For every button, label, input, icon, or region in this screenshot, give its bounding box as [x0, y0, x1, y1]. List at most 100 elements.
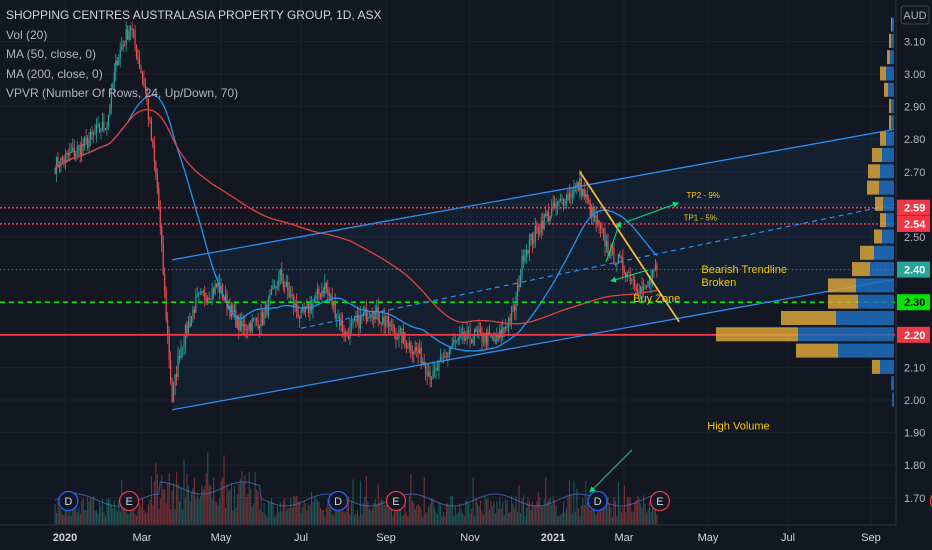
volume-bar: [63, 515, 65, 525]
candle-body: [605, 240, 608, 247]
volume-bar: [474, 516, 476, 525]
volume-bar: [267, 501, 270, 525]
candle-body: [306, 303, 308, 307]
volume-bar: [263, 503, 265, 525]
indicator-vpvr[interactable]: VPVR (Number Of Rows, 24, Up/Down, 70): [6, 86, 239, 100]
candle-body: [567, 194, 569, 200]
candle-body: [438, 361, 440, 371]
candle-body: [300, 310, 302, 319]
volume-bar: [272, 502, 274, 525]
volume-bar: [555, 505, 557, 525]
volume-bar: [67, 515, 69, 525]
volume-bar: [429, 503, 431, 525]
volume-bar: [643, 495, 645, 525]
candle-body: [232, 304, 234, 312]
volume-bar: [216, 501, 218, 525]
volume-bar: [497, 508, 499, 525]
volume-bar: [290, 497, 292, 525]
volume-bar: [539, 497, 541, 525]
candle-body: [245, 330, 247, 331]
candle-body: [101, 121, 104, 132]
candle-body: [149, 119, 151, 121]
volume-bar: [259, 510, 261, 525]
volume-bar: [251, 506, 253, 525]
candle-body: [601, 228, 603, 230]
candle-body: [339, 316, 341, 326]
candle-body: [506, 326, 508, 328]
y-tick-label-3: 2.80: [904, 134, 925, 146]
volume-bar: [73, 497, 75, 525]
volume-bar: [70, 516, 72, 525]
y-tick-label-0: 3.10: [904, 36, 925, 48]
volume-bar: [342, 510, 344, 525]
event-marker-label-2: D: [334, 496, 342, 508]
candle-body: [552, 202, 554, 209]
volume-bar: [503, 514, 505, 525]
volume-bar: [531, 500, 533, 525]
volume-bar: [491, 505, 493, 525]
volume-bar: [533, 505, 535, 525]
volume-bar: [199, 495, 201, 525]
volume-bar: [490, 500, 492, 525]
candle-body: [622, 257, 624, 270]
annotation-text-3: Broken: [701, 277, 736, 289]
vpvr-down-bar: [868, 164, 880, 179]
candle-body: [629, 272, 631, 282]
candle-body: [611, 245, 614, 248]
candle-body: [84, 137, 86, 147]
volume-bar: [365, 476, 367, 525]
indicator-volume[interactable]: Vol (20): [6, 27, 48, 42]
candle-body: [60, 157, 62, 167]
candle-body: [316, 288, 319, 294]
volume-bar: [545, 476, 547, 525]
volume-bar: [262, 512, 264, 525]
candle-body: [490, 334, 492, 338]
candle-body: [411, 351, 413, 354]
candle-body: [193, 309, 195, 313]
volume-bar: [610, 506, 612, 525]
event-marker-label-5: E: [656, 496, 663, 508]
volume-bar: [69, 498, 71, 525]
candle-body: [78, 145, 80, 147]
volume-bar: [646, 512, 648, 525]
volume-bar: [487, 498, 489, 525]
volume-bar: [542, 505, 544, 525]
candle-body: [534, 225, 536, 241]
candle-body: [571, 195, 573, 197]
candle-body: [521, 255, 523, 275]
candle-body: [233, 310, 235, 312]
volume-bar: [557, 516, 559, 525]
volume-bar: [113, 500, 115, 525]
candle-body: [647, 281, 649, 288]
indicator-ma200[interactable]: MA (200, close, 0): [6, 66, 103, 81]
volume-bar: [356, 509, 359, 525]
candle-body: [484, 332, 486, 342]
volume-bar: [107, 498, 109, 525]
vpvr-up-bar: [891, 33, 894, 48]
candle-body: [201, 291, 203, 293]
vpvr-up-bar: [891, 115, 894, 130]
candle-body: [509, 318, 511, 322]
volume-bar: [205, 473, 207, 525]
y-tick-label-12: 1.90: [904, 428, 925, 440]
volume-bar: [230, 482, 233, 525]
candle-body: [273, 285, 276, 287]
volume-bar: [101, 498, 104, 525]
volume-bar: [343, 512, 345, 525]
volume-bar: [591, 506, 593, 525]
volume-bar: [436, 514, 439, 525]
candle-body: [121, 46, 123, 50]
candle-body: [379, 320, 381, 324]
volume-bar: [408, 495, 410, 525]
candle-body: [336, 317, 338, 319]
candle-body: [112, 84, 114, 88]
volume-bar: [331, 514, 333, 525]
candle-body: [137, 56, 139, 60]
indicator-ma50[interactable]: MA (50, close, 0): [6, 47, 97, 61]
volume-bar: [227, 491, 230, 525]
volume-bar: [183, 459, 185, 525]
volume-bar: [565, 508, 568, 525]
candle-body: [91, 131, 93, 135]
candle-body: [559, 198, 562, 201]
